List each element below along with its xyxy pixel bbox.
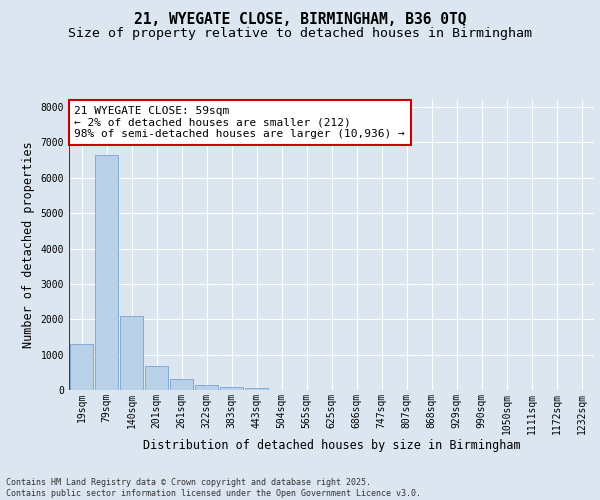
Text: 21 WYEGATE CLOSE: 59sqm
← 2% of detached houses are smaller (212)
98% of semi-de: 21 WYEGATE CLOSE: 59sqm ← 2% of detached… — [74, 106, 405, 139]
Bar — [95, 155, 118, 390]
Bar — [220, 387, 243, 390]
X-axis label: Distribution of detached houses by size in Birmingham: Distribution of detached houses by size … — [143, 440, 520, 452]
Text: 21, WYEGATE CLOSE, BIRMINGHAM, B36 0TQ: 21, WYEGATE CLOSE, BIRMINGHAM, B36 0TQ — [134, 12, 466, 28]
Bar — [145, 366, 168, 390]
Bar — [120, 316, 143, 390]
Y-axis label: Number of detached properties: Number of detached properties — [22, 142, 35, 348]
Text: Contains HM Land Registry data © Crown copyright and database right 2025.
Contai: Contains HM Land Registry data © Crown c… — [6, 478, 421, 498]
Bar — [170, 380, 193, 390]
Text: Size of property relative to detached houses in Birmingham: Size of property relative to detached ho… — [68, 28, 532, 40]
Bar — [70, 344, 93, 390]
Bar — [195, 386, 218, 390]
Bar — [245, 388, 268, 390]
